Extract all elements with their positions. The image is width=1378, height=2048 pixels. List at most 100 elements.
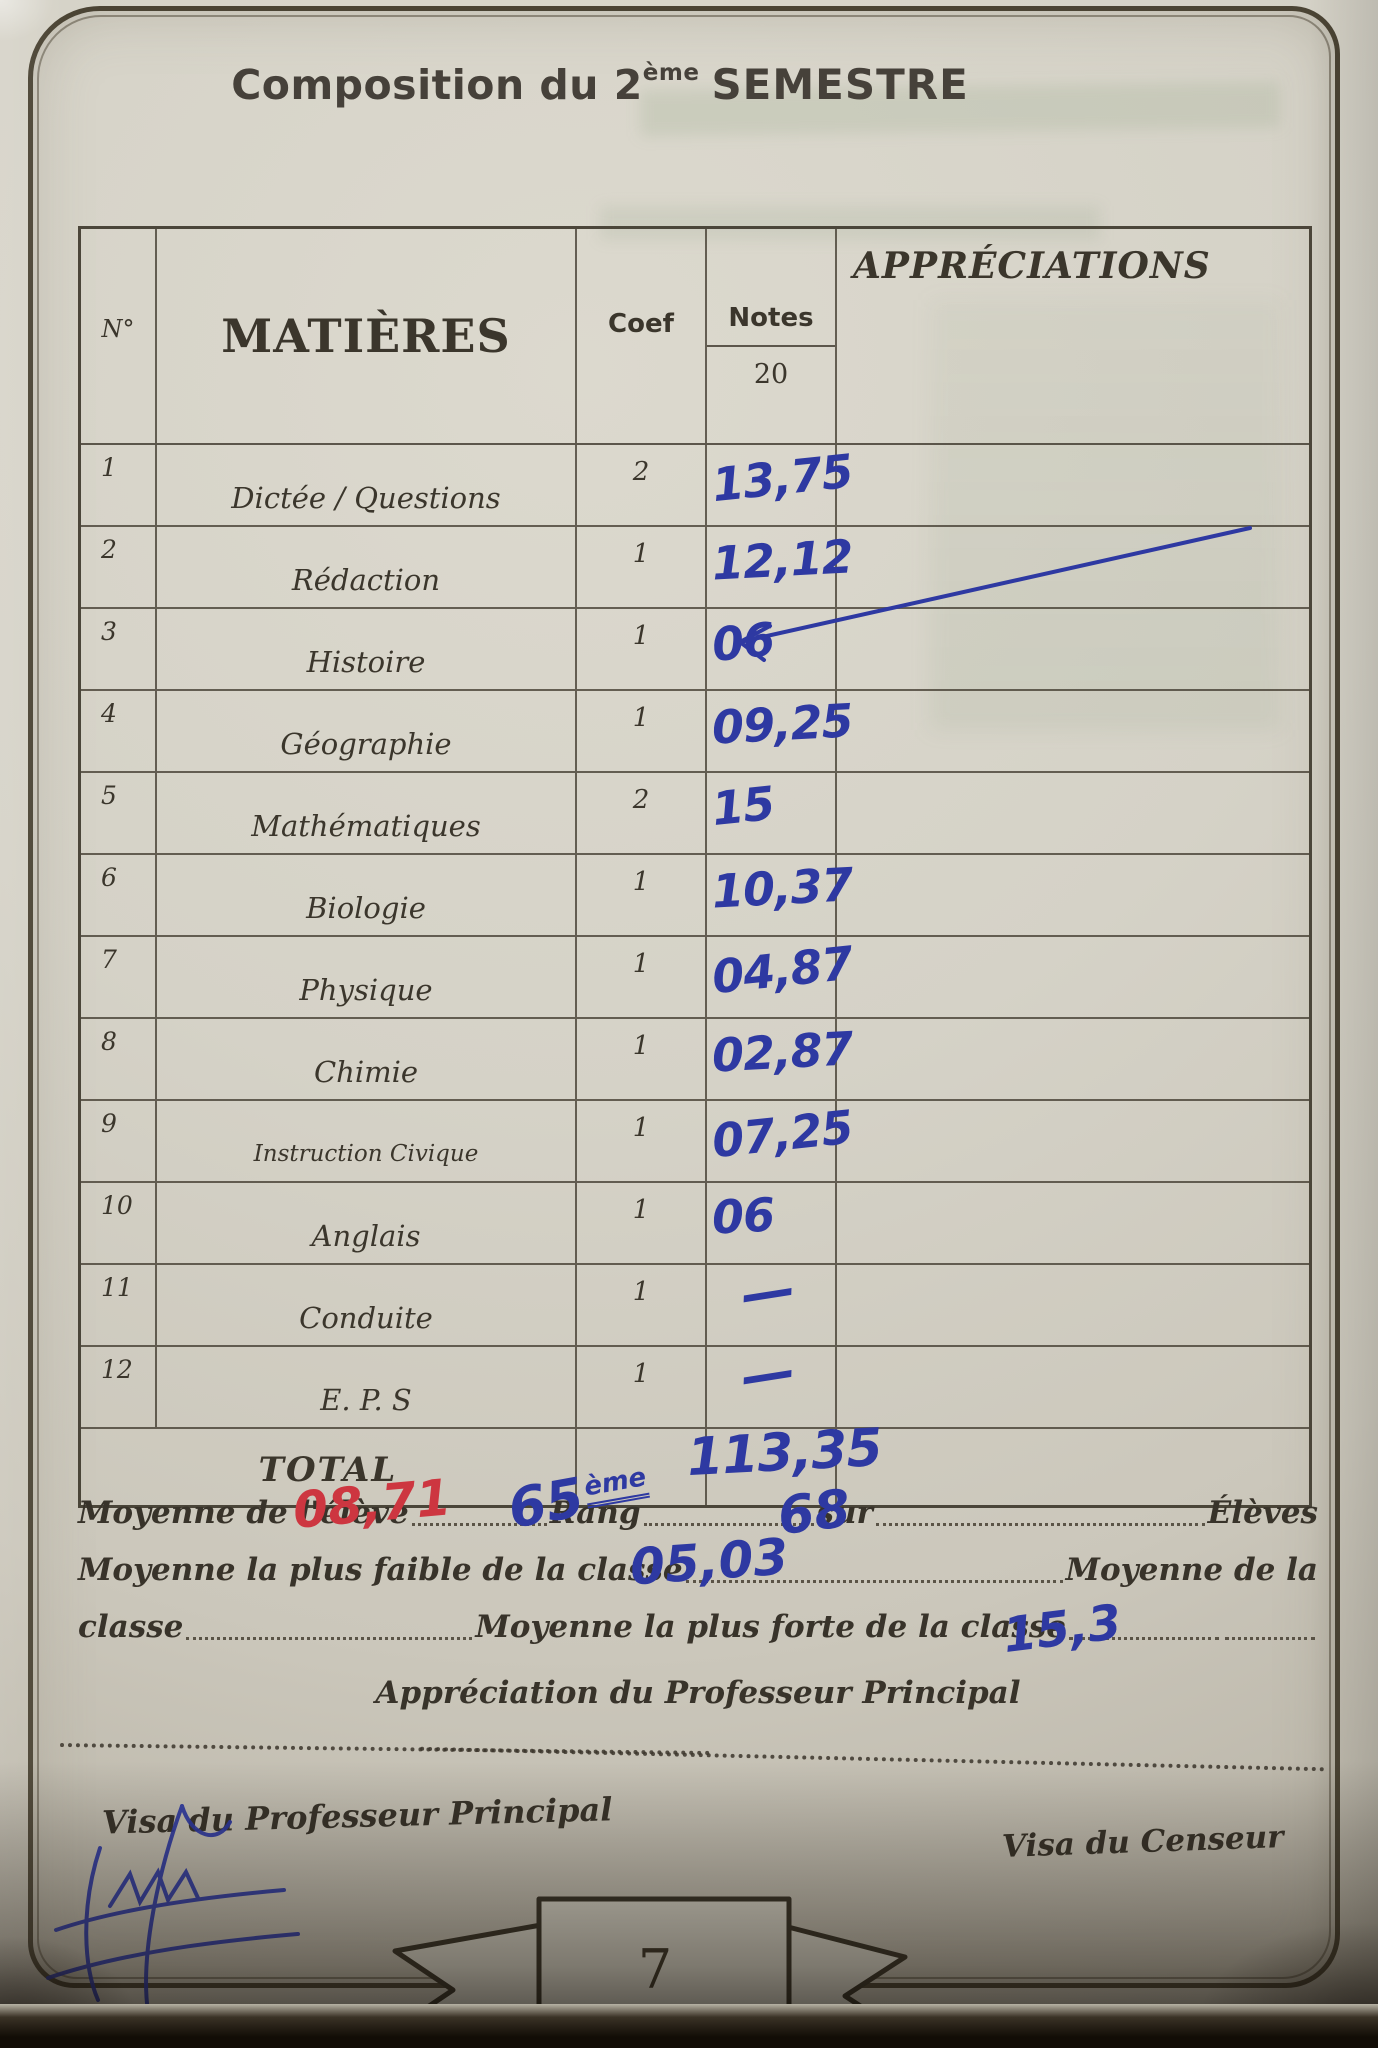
class-size-value: 68 (774, 1478, 854, 1548)
total-row: TOTAL 113,35 (81, 1418, 1309, 1505)
table-row: 1 Dictée / Questions 2 13,75 (81, 444, 1309, 527)
class-min-average-value: 05,03 (628, 1527, 790, 1597)
row-number: 10 (101, 1191, 133, 1220)
table-row: 8 Chimie 1 02,87 (81, 1019, 1309, 1101)
row-number: 11 (101, 1273, 133, 1302)
page-title: Composition du 2ème SEMESTRE (150, 60, 1050, 109)
subject-label: Dictée / Questions (155, 445, 575, 525)
note-cell: 04,87 (705, 936, 855, 1017)
note-value: 13,75 (709, 443, 855, 513)
row-number: 4 (101, 699, 117, 728)
note-value: 02,87 (710, 1021, 854, 1083)
subject-label: Mathématiques (155, 773, 575, 853)
subject-label: Physique (155, 937, 575, 1017)
rank-ordinal-suffix: ème (581, 1462, 650, 1509)
appreciation-cell (835, 773, 1309, 853)
header-cell-subjects: MATIÈRES (155, 229, 575, 443)
appreciation-cell (835, 855, 1309, 935)
note-value: 06 (710, 1187, 776, 1245)
note-cell: 09,25 (705, 691, 854, 771)
header-cell-num: N° (101, 315, 135, 343)
subject-label: Géographie (155, 691, 575, 771)
note-cell: 15 (705, 773, 835, 853)
table-header: N° MATIÈRES Coef Notes 20 APPRÉCIATIONS (81, 229, 1309, 445)
row-number: 3 (101, 617, 117, 646)
note-value: 06 (709, 611, 777, 673)
table-row: 9 Instruction Civique 1 07,25 (81, 1100, 1309, 1183)
header-cell-appreciations: APPRÉCIATIONS (835, 229, 1309, 443)
note-cell: 06 (705, 1183, 835, 1263)
subject-label: E. P. S (155, 1347, 575, 1427)
coef-value: 1 (575, 1183, 705, 1263)
row-number: 1 (101, 453, 117, 482)
table-row: 12 E. P. S 1 — (81, 1338, 1309, 1429)
dotted-leader (186, 1613, 473, 1640)
appreciation-cell (835, 609, 1309, 689)
table-row: 10 Anglais 1 06 (81, 1183, 1309, 1265)
note-value: — (736, 1256, 799, 1327)
eleves-label: Élèves (1207, 1495, 1318, 1531)
subject-label: Conduite (155, 1265, 575, 1345)
table-row: 2 Rédaction 1 12,12 (81, 527, 1309, 609)
coef-value: 1 (575, 527, 705, 607)
appreciation-cell (835, 1347, 1309, 1427)
appreciation-cell (835, 1101, 1309, 1181)
coef-value: 1 (575, 1019, 705, 1099)
row-number: 12 (101, 1355, 133, 1384)
dotted-leader (1225, 1613, 1315, 1640)
row-number: 7 (101, 945, 117, 974)
notes-label: Notes (707, 303, 835, 347)
coef-value: 1 (575, 1101, 705, 1181)
title-superscript: ème (642, 60, 700, 87)
note-value: 12,12 (710, 529, 854, 591)
coef-value: 1 (575, 609, 705, 689)
grades-table: N° MATIÈRES Coef Notes 20 APPRÉCIATIONS … (78, 226, 1312, 1508)
appreciation-cell (835, 1183, 1309, 1263)
appreciation-cell (835, 1265, 1309, 1345)
row-number: 9 (101, 1109, 117, 1138)
coef-value: 1 (575, 855, 705, 935)
title-suffix: SEMESTRE (711, 60, 969, 109)
note-value: 07,25 (709, 1099, 855, 1169)
note-cell: 07,25 (705, 1100, 855, 1181)
note-cell: — (705, 1338, 835, 1427)
header-cell-coef: Coef (575, 229, 705, 443)
table-row: 5 Mathématiques 2 15 (81, 773, 1309, 855)
note-cell: 10,37 (705, 855, 854, 935)
class-max-average-value: 15,3 (1000, 1593, 1125, 1665)
subject-label: Biologie (155, 855, 575, 935)
coef-value: 1 (575, 1265, 705, 1345)
header-cell-notes: Notes 20 (705, 229, 835, 443)
dotted-leader (875, 1499, 1205, 1526)
min-label2: Moyenne de la (1065, 1552, 1318, 1588)
note-value: 10,37 (710, 857, 854, 919)
appreciation-cell (835, 937, 1309, 1017)
notes-max: 20 (753, 359, 789, 390)
note-cell: 06 (705, 609, 835, 689)
summary-line-average: Moyenne de l'élève Rang sur Élèves (78, 1495, 1318, 1531)
subject-label: Instruction Civique (155, 1101, 575, 1181)
min-label: Moyenne la plus faible de la classe (78, 1552, 683, 1588)
page-number: 7 (638, 1938, 672, 2001)
appreciation-heading: Appréciation du Professeur Principal (375, 1675, 1021, 1711)
appreciation-cell (835, 1019, 1309, 1099)
table-row: 7 Physique 1 04,87 (81, 936, 1309, 1019)
row-number: 5 (101, 781, 117, 810)
photo-bottom-edge (0, 2004, 1378, 2048)
appreciation-cell (835, 691, 1309, 771)
summary-line-max: classe Moyenne la plus forte de la class… (78, 1609, 1318, 1645)
coef-value: 2 (575, 445, 705, 525)
note-value: — (736, 1338, 799, 1409)
row-number: 2 (101, 535, 117, 564)
table-row: 6 Biologie 1 10,37 (81, 855, 1309, 937)
note-cell: 02,87 (705, 1019, 854, 1099)
table-row: 3 Histoire 1 06 (81, 609, 1309, 691)
subject-label: Rédaction (155, 527, 575, 607)
coef-value: 2 (575, 773, 705, 853)
total-appreciation-cell (835, 1429, 1309, 1505)
note-cell: 13,75 (705, 444, 855, 525)
table-row: 4 Géographie 1 09,25 (81, 691, 1309, 773)
title-prefix: Composition du 2 (231, 61, 643, 109)
subject-label: Chimie (155, 1019, 575, 1099)
signature (46, 1804, 300, 2035)
